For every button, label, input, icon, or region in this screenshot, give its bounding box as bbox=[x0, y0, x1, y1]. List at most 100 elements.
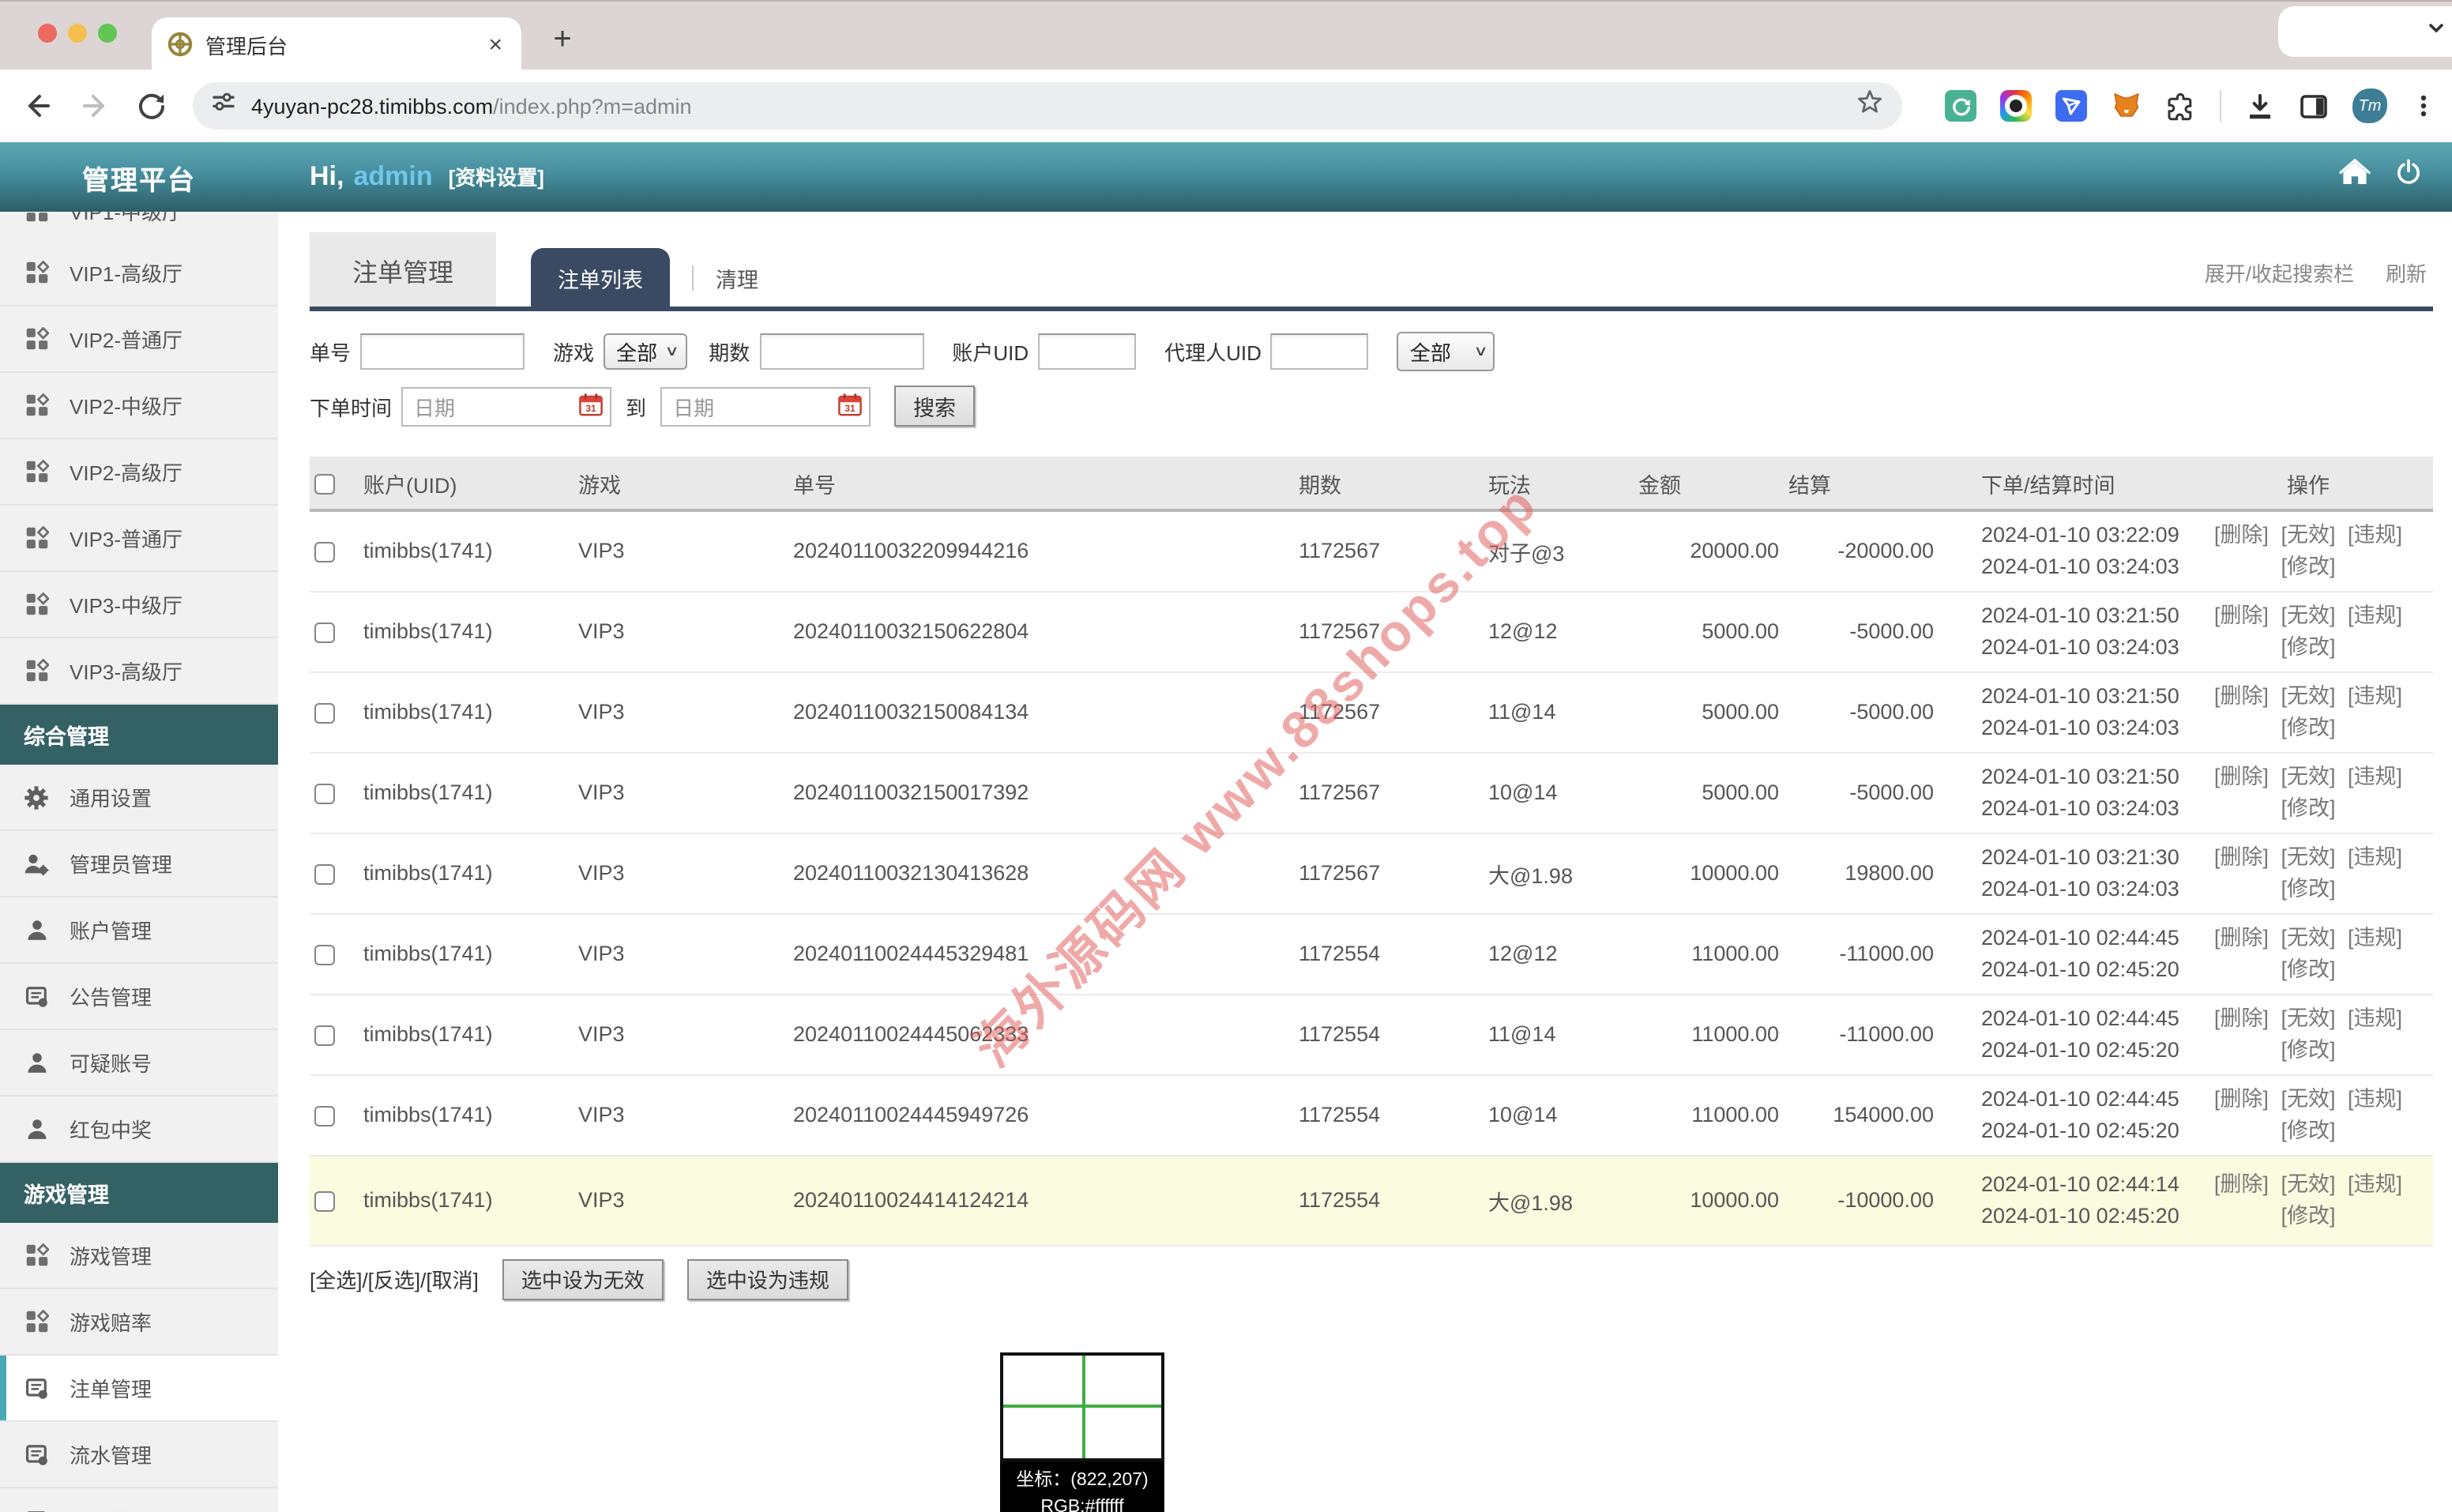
action-invalid-link[interactable]: [无效] bbox=[2281, 764, 2336, 788]
action-delete-link[interactable]: [删除] bbox=[2213, 603, 2269, 627]
sidebar-item[interactable]: 游戏管理 bbox=[0, 1223, 278, 1289]
action-invalid-link[interactable]: [无效] bbox=[2281, 603, 2336, 627]
extension-tronlink-icon[interactable] bbox=[2055, 90, 2087, 122]
action-delete-link[interactable]: [删除] bbox=[2213, 1006, 2269, 1030]
sidebar-item[interactable]: 通用设置 bbox=[0, 765, 278, 831]
expand-search-link[interactable]: 展开/收起搜索栏 bbox=[2204, 261, 2354, 285]
game-select[interactable]: 全部 ∨ bbox=[604, 333, 687, 370]
url-text[interactable]: 4yuyan-pc28.timibbs.com/index.php?m=admi… bbox=[251, 94, 692, 118]
row-checkbox[interactable] bbox=[314, 783, 335, 804]
status-select[interactable]: 全部 ∨ bbox=[1397, 332, 1495, 371]
sidebar-item[interactable]: 公告管理 bbox=[0, 964, 278, 1030]
sidebar-item[interactable]: 注单管理 bbox=[0, 1356, 278, 1422]
action-invalid-link[interactable]: [无效] bbox=[2281, 683, 2336, 708]
extensions-puzzle-icon[interactable] bbox=[2166, 91, 2196, 121]
select-all-links[interactable]: [全选]/[反选]/[取消] bbox=[310, 1269, 479, 1292]
bookmark-star-icon[interactable] bbox=[1856, 88, 1883, 123]
calendar-icon[interactable]: 31 bbox=[837, 391, 863, 421]
action-violation-link[interactable]: [违规] bbox=[2348, 1006, 2403, 1030]
action-violation-link[interactable]: [违规] bbox=[2348, 844, 2403, 869]
action-violation-link[interactable]: [违规] bbox=[2348, 764, 2403, 788]
side-panel-icon[interactable] bbox=[2299, 91, 2329, 121]
select-all-checkbox[interactable] bbox=[314, 473, 335, 495]
action-invalid-link[interactable]: [无效] bbox=[2281, 1172, 2336, 1196]
action-violation-link[interactable]: [违规] bbox=[2348, 523, 2403, 547]
sidebar-item-vip[interactable]: VIP2-普通厅 bbox=[0, 307, 278, 373]
action-modify-link[interactable]: [修改] bbox=[2281, 1118, 2336, 1142]
action-modify-link[interactable]: [修改] bbox=[2281, 957, 2336, 980]
sidebar-item[interactable]: 流水管理 bbox=[0, 1422, 278, 1488]
action-violation-link[interactable]: [违规] bbox=[2348, 683, 2403, 708]
action-modify-link[interactable]: [修改] bbox=[2281, 715, 2336, 739]
sidebar-item-vip[interactable]: VIP1-高级厅 bbox=[0, 240, 278, 307]
row-checkbox[interactable] bbox=[314, 542, 335, 563]
action-violation-link[interactable]: [违规] bbox=[2348, 603, 2403, 627]
power-icon[interactable] bbox=[2394, 158, 2424, 196]
row-checkbox[interactable] bbox=[314, 1025, 335, 1046]
row-checkbox[interactable] bbox=[314, 622, 335, 643]
action-modify-link[interactable]: [修改] bbox=[2281, 554, 2336, 578]
sidebar-item[interactable]: 充值管理 bbox=[0, 1488, 278, 1512]
window-maximize-button[interactable] bbox=[98, 24, 117, 43]
tab-close-icon[interactable]: × bbox=[488, 31, 502, 58]
sidebar-item-vip[interactable]: VIP2-中级厅 bbox=[0, 373, 278, 439]
home-icon[interactable] bbox=[2338, 158, 2371, 196]
action-invalid-link[interactable]: [无效] bbox=[2281, 1086, 2336, 1111]
sidebar-item[interactable]: 账户管理 bbox=[0, 897, 278, 964]
url-bar[interactable]: 4yuyan-pc28.timibbs.com/index.php?m=admi… bbox=[193, 82, 1902, 130]
action-modify-link[interactable]: [修改] bbox=[2281, 634, 2336, 658]
action-delete-link[interactable]: [删除] bbox=[2213, 1172, 2269, 1196]
extension-camera-icon[interactable] bbox=[2000, 90, 2032, 122]
calendar-icon[interactable]: 31 bbox=[578, 391, 604, 421]
extension-metamask-icon[interactable] bbox=[2111, 90, 2142, 122]
extension-sync-icon[interactable] bbox=[1945, 90, 1976, 122]
sidebar-item-partial[interactable]: VIP1-中级厅 bbox=[0, 212, 278, 240]
tab-clean[interactable]: 清理 bbox=[716, 268, 759, 291]
sidebar-item-vip[interactable]: VIP3-高级厅 bbox=[0, 638, 278, 705]
row-checkbox[interactable] bbox=[314, 1190, 335, 1212]
action-delete-link[interactable]: [删除] bbox=[2213, 1086, 2269, 1111]
order-no-input[interactable] bbox=[360, 333, 525, 370]
action-delete-link[interactable]: [删除] bbox=[2213, 925, 2269, 950]
profile-settings-link[interactable]: [资料设置] bbox=[448, 166, 544, 190]
tune-icon[interactable] bbox=[212, 90, 235, 122]
chevron-down-icon[interactable] bbox=[2427, 17, 2446, 46]
action-invalid-link[interactable]: [无效] bbox=[2281, 523, 2336, 547]
back-icon[interactable] bbox=[22, 90, 54, 122]
action-violation-link[interactable]: [违规] bbox=[2348, 1086, 2403, 1111]
action-delete-link[interactable]: [删除] bbox=[2213, 844, 2269, 869]
refresh-link[interactable]: 刷新 bbox=[2385, 261, 2427, 285]
action-violation-link[interactable]: [违规] bbox=[2348, 925, 2403, 950]
action-modify-link[interactable]: [修改] bbox=[2281, 795, 2336, 819]
sidebar-item[interactable]: 游戏赔率 bbox=[0, 1289, 278, 1356]
row-checkbox[interactable] bbox=[314, 863, 335, 885]
downloads-icon[interactable] bbox=[2245, 91, 2275, 121]
action-invalid-link[interactable]: [无效] bbox=[2281, 1006, 2336, 1030]
row-checkbox[interactable] bbox=[314, 702, 335, 724]
action-delete-link[interactable]: [删除] bbox=[2213, 523, 2269, 547]
action-modify-link[interactable]: [修改] bbox=[2281, 876, 2336, 900]
date-to-input[interactable]: 日期 31 bbox=[660, 386, 871, 426]
sidebar-item-vip[interactable]: VIP3-中级厅 bbox=[0, 572, 278, 638]
action-modify-link[interactable]: [修改] bbox=[2281, 1203, 2336, 1227]
browser-tab[interactable]: 管理后台 × bbox=[152, 17, 521, 71]
sidebar-item[interactable]: 管理员管理 bbox=[0, 831, 278, 897]
browser-menu-icon[interactable] bbox=[2411, 93, 2436, 118]
search-button[interactable]: 搜索 bbox=[894, 386, 976, 427]
date-from-input[interactable]: 日期 31 bbox=[401, 386, 612, 426]
window-close-button[interactable] bbox=[38, 24, 57, 43]
action-delete-link[interactable]: [删除] bbox=[2213, 764, 2269, 788]
set-violation-button[interactable]: 选中设为违规 bbox=[686, 1258, 848, 1299]
period-input[interactable] bbox=[759, 333, 924, 370]
row-checkbox[interactable] bbox=[314, 1105, 335, 1126]
window-minimize-button[interactable] bbox=[68, 24, 87, 43]
sidebar-item-vip[interactable]: VIP3-普通厅 bbox=[0, 506, 278, 572]
set-invalid-button[interactable]: 选中设为无效 bbox=[502, 1258, 664, 1299]
new-tab-button[interactable]: + bbox=[553, 21, 572, 56]
forward-icon[interactable] bbox=[79, 90, 111, 122]
uid-input[interactable] bbox=[1038, 333, 1137, 370]
profile-avatar[interactable]: Tm bbox=[2352, 88, 2387, 123]
sidebar-item-vip[interactable]: VIP2-高级厅 bbox=[0, 439, 278, 506]
action-violation-link[interactable]: [违规] bbox=[2348, 1172, 2403, 1196]
sidebar-item[interactable]: 红包中奖 bbox=[0, 1096, 278, 1163]
